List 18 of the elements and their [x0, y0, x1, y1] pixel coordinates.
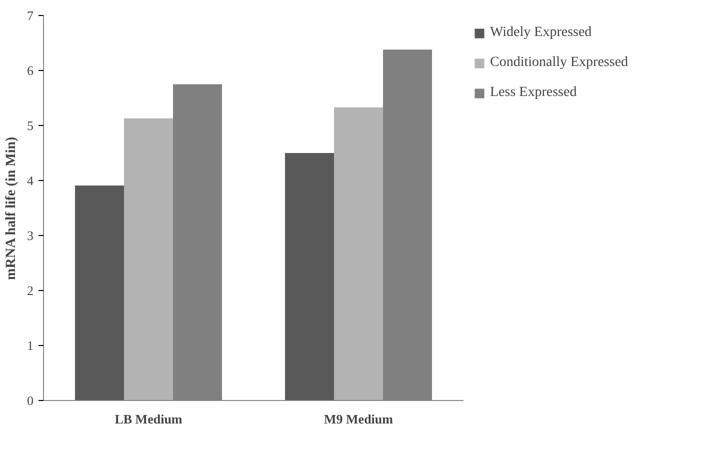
bar	[124, 118, 173, 400]
legend-label: Conditionally Expressed	[490, 55, 628, 71]
y-tick-label: 0	[27, 393, 34, 408]
y-tick-label: 2	[27, 283, 34, 298]
y-tick-label: 1	[27, 338, 34, 353]
y-tick-label: 4	[27, 173, 34, 188]
bar	[75, 185, 124, 400]
bar	[334, 107, 383, 400]
bar	[285, 153, 334, 400]
y-tick-label: 3	[27, 228, 34, 243]
y-tick-label: 6	[27, 63, 34, 78]
x-tick-label: LB Medium	[114, 412, 182, 426]
legend-label: Widely Expressed	[490, 25, 592, 41]
y-tick-label: 7	[27, 8, 34, 23]
y-axis-title: mRNA half life (in Min)	[4, 136, 19, 280]
legend-label: Less Expressed	[490, 85, 577, 101]
y-tick-label: 5	[27, 118, 34, 133]
x-tick-label: M9 Medium	[324, 412, 394, 426]
